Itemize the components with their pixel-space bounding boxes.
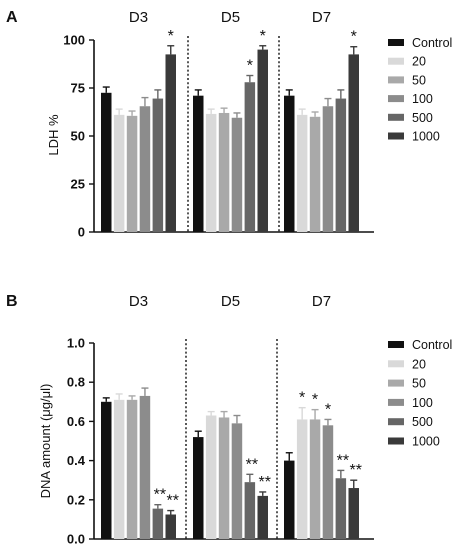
significance-marker: ** — [259, 474, 271, 491]
bar — [335, 98, 347, 232]
significance-marker: ** — [350, 462, 362, 479]
bar — [152, 98, 164, 232]
y-tick-label: 25 — [71, 177, 85, 192]
y-tick-label: 75 — [71, 81, 85, 96]
significance-marker: * — [351, 29, 357, 46]
legend-swatch — [388, 398, 404, 406]
y-tick-label: 0.2 — [67, 492, 85, 507]
y-tick-label: 50 — [71, 129, 85, 144]
bar — [348, 488, 359, 539]
y-tick-label: 1.0 — [67, 336, 85, 351]
y-tick-label: 0.4 — [67, 453, 86, 468]
group-label: D3 — [129, 293, 148, 310]
panel-b-y-axis-label: DNA amount (μg/μl) — [38, 384, 53, 499]
legend-label: 100 — [412, 92, 433, 106]
bar — [139, 106, 151, 232]
bar — [231, 117, 243, 232]
legend-swatch — [388, 132, 404, 140]
legend-swatch — [388, 360, 404, 368]
bar — [126, 399, 138, 539]
significance-marker: * — [247, 58, 253, 75]
bar — [322, 425, 334, 539]
legend-label: 50 — [412, 377, 426, 391]
legend-label: Control — [412, 36, 452, 50]
bar — [218, 112, 230, 232]
legend-label: 500 — [412, 111, 433, 125]
bar — [296, 114, 308, 232]
bar — [101, 401, 112, 539]
bar — [244, 482, 256, 539]
panel-a-chart: A LDH % 0 25 50 75 100 D3 D5 D7 * * * * Control 20 50 1… — [6, 9, 452, 240]
group-label: D3 — [129, 9, 148, 26]
group-label: D7 — [312, 293, 331, 310]
bar — [296, 419, 308, 539]
bar — [101, 92, 112, 232]
bar — [231, 423, 243, 539]
legend-label: 50 — [412, 73, 426, 87]
panel-a-letter: A — [6, 9, 18, 26]
bar — [309, 116, 321, 232]
bar — [205, 113, 217, 232]
bar — [113, 399, 125, 539]
legend-label: 20 — [412, 55, 426, 69]
bar — [257, 495, 268, 539]
y-tick-label: 0.8 — [67, 375, 85, 390]
legend-swatch — [388, 341, 404, 348]
bar — [348, 54, 359, 233]
panel-b-chart: B DNA amount (μg/μl) 0.0 0.2 0.4 0.6 0.8 1.0 D… — [6, 293, 452, 547]
y-tick-label: 100 — [63, 33, 85, 48]
bar — [218, 417, 230, 539]
bar — [152, 508, 164, 539]
panel-b-letter: B — [6, 293, 18, 310]
significance-marker: * — [299, 390, 305, 407]
significance-marker: ** — [167, 493, 179, 510]
legend-swatch — [388, 379, 404, 387]
bar — [193, 95, 204, 233]
significance-marker: ** — [337, 452, 349, 469]
legend-swatch — [388, 437, 404, 445]
legend-label: 500 — [412, 415, 433, 429]
bar — [322, 106, 334, 232]
bar — [193, 437, 204, 539]
y-tick-label: 0 — [78, 225, 85, 240]
bar — [257, 49, 268, 232]
bar — [284, 95, 295, 233]
bar — [113, 114, 125, 232]
bar — [205, 415, 217, 539]
bar — [139, 395, 151, 539]
bar — [126, 115, 138, 232]
significance-marker: * — [168, 28, 174, 45]
significance-marker: * — [260, 28, 266, 45]
bar — [335, 478, 347, 539]
legend-label: 100 — [412, 396, 433, 410]
legend-label: 1000 — [412, 435, 440, 449]
legend-label: 20 — [412, 357, 426, 371]
group-label: D5 — [221, 9, 240, 26]
legend-swatch — [388, 39, 404, 46]
y-tick-label: 0.6 — [67, 414, 85, 429]
bar — [309, 419, 321, 539]
bar — [284, 460, 295, 539]
legend-swatch — [388, 57, 404, 65]
panel-a-y-axis-label: LDH % — [46, 114, 61, 156]
legend-swatch — [388, 95, 404, 103]
significance-marker: ** — [246, 456, 258, 473]
y-tick-label: 0.0 — [67, 532, 85, 547]
bar — [165, 54, 176, 233]
legend-swatch — [388, 76, 404, 84]
group-label: D5 — [221, 293, 240, 310]
significance-marker: * — [325, 401, 331, 418]
legend-label: 1000 — [412, 130, 440, 144]
legend-label: Control — [412, 338, 452, 352]
group-label: D7 — [312, 9, 331, 26]
legend-swatch — [388, 113, 404, 121]
legend-swatch — [388, 418, 404, 426]
bar — [244, 82, 256, 233]
significance-marker: * — [312, 392, 318, 409]
bar — [165, 514, 176, 539]
significance-marker: ** — [154, 487, 166, 504]
